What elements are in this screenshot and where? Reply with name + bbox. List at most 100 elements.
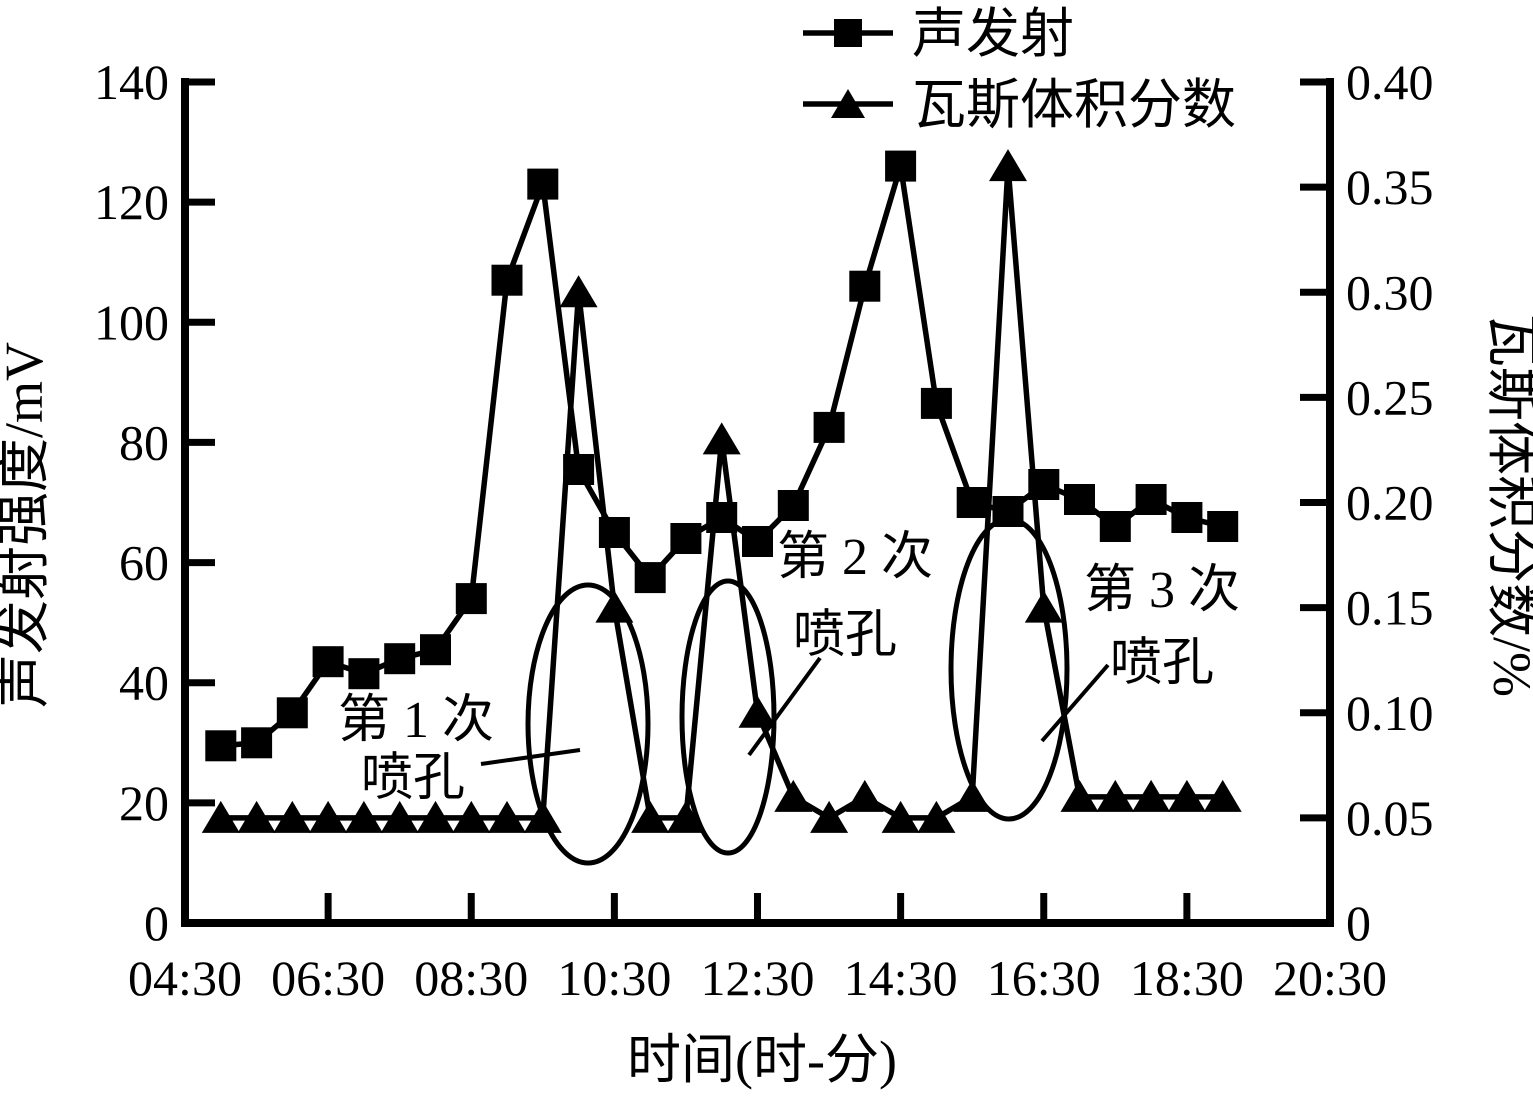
y-right-tick-label: 0.10 <box>1346 685 1434 741</box>
y-right-tick-label: 0.40 <box>1346 54 1434 110</box>
marker-triangle <box>595 590 634 623</box>
marker-triangle <box>1060 779 1099 812</box>
x-tick-label: 14:30 <box>844 950 958 1006</box>
y-left-tick-label: 0 <box>144 895 169 951</box>
marker-triangle <box>559 275 598 308</box>
marker-triangle <box>845 779 884 812</box>
legend-square-marker-icon <box>834 19 862 47</box>
marker-square <box>241 727 273 759</box>
y-left-tick-label: 100 <box>94 294 169 350</box>
y-right-tick-label: 0.30 <box>1346 264 1434 320</box>
y-left-tick-label: 120 <box>94 174 169 230</box>
marker-triangle <box>953 779 992 812</box>
marker-triangle <box>488 800 526 833</box>
x-tick-label: 06:30 <box>271 950 385 1006</box>
x-tick-label: 04:30 <box>128 950 242 1006</box>
marker-square <box>384 643 416 675</box>
y-left-tick-label: 80 <box>119 414 169 470</box>
marker-triangle <box>1132 779 1171 812</box>
marker-triangle <box>416 800 455 833</box>
marker-square <box>992 496 1024 527</box>
marker-triangle <box>380 800 419 833</box>
marker-square <box>491 264 523 296</box>
y-right-axis-title: 瓦斯体积分数/% <box>1482 313 1533 697</box>
marker-square <box>455 583 487 615</box>
marker-triangle <box>273 800 312 833</box>
y-left-tick-label: 40 <box>119 655 169 711</box>
x-tick-label: 10:30 <box>557 950 671 1006</box>
marker-triangle <box>989 149 1027 182</box>
blowout-ellipse-2 <box>679 578 777 856</box>
x-tick-label: 16:30 <box>987 950 1101 1006</box>
y-right-tick-label: 0.05 <box>1346 790 1434 846</box>
legend-label-gas: 瓦斯体积分数 <box>912 75 1236 135</box>
x-tick-label: 20:30 <box>1273 950 1387 1006</box>
annotation-1-line-1: 第 1 次 <box>338 692 494 749</box>
annotation-3-line-1: 第 3 次 <box>1084 562 1240 619</box>
y-right-tick-label: 0.35 <box>1346 159 1434 215</box>
marker-square <box>670 523 702 554</box>
y-left-axis-title: 声发射强度/mV <box>0 342 54 708</box>
x-tick-label: 12:30 <box>701 950 815 1006</box>
marker-square <box>420 634 451 666</box>
marker-triangle <box>881 800 920 833</box>
annotation-2-line-1: 第 2 次 <box>777 529 933 586</box>
marker-triangle <box>523 800 562 833</box>
annotation-1-line-2: 喷孔 <box>361 750 465 807</box>
marker-square <box>849 270 881 302</box>
marker-triangle <box>702 422 741 455</box>
marker-triangle <box>1024 590 1063 623</box>
legend-triangle-marker-icon <box>831 89 865 118</box>
blowout-ellipse-3 <box>948 516 1070 822</box>
y-left-tick-label: 140 <box>94 54 169 110</box>
marker-square <box>1099 511 1131 542</box>
marker-triangle <box>201 800 240 833</box>
marker-triangle <box>774 779 813 812</box>
annotation-2-line-2: 喷孔 <box>793 607 897 664</box>
marker-triangle <box>452 800 491 833</box>
marker-square <box>205 730 237 762</box>
marker-square <box>813 411 845 443</box>
blowout-ellipse-1 <box>525 582 651 866</box>
marker-triangle <box>810 800 849 833</box>
y-left-tick-label: 60 <box>119 535 169 591</box>
marker-triangle <box>309 800 348 833</box>
marker-square <box>527 168 559 200</box>
marker-triangle <box>1096 779 1135 812</box>
marker-triangle <box>1167 779 1206 812</box>
marker-square <box>885 150 917 182</box>
marker-square <box>1135 484 1167 515</box>
marker-square <box>634 562 666 594</box>
marker-triangle <box>738 695 777 728</box>
y-right-tick-label: 0.15 <box>1346 580 1434 636</box>
annotation-labels: 第 1 次 喷孔 第 2 次 喷孔 第 3 次 喷孔 <box>338 529 1240 807</box>
blowout-leader-2 <box>747 656 822 757</box>
marker-square <box>312 646 344 678</box>
marker-square <box>1064 484 1095 515</box>
marker-square <box>1171 502 1203 533</box>
legend-label-acoustic: 声发射 <box>912 4 1074 64</box>
marker-square <box>742 526 773 557</box>
legend: 声发射 瓦斯体积分数 <box>803 4 1236 135</box>
marker-square <box>920 387 952 419</box>
marker-triangle <box>344 800 383 833</box>
x-tick-label: 08:30 <box>414 950 528 1006</box>
marker-square <box>777 490 809 521</box>
marker-triangle <box>237 800 276 833</box>
marker-square <box>276 697 308 729</box>
x-axis-title: 时间(时-分) <box>627 1030 897 1090</box>
x-tick-label: 18:30 <box>1130 950 1244 1006</box>
marker-square <box>1207 511 1239 542</box>
marker-triangle <box>917 800 956 833</box>
marker-triangle <box>1203 779 1242 812</box>
y-right-tick-label: 0.25 <box>1346 369 1434 425</box>
y-right-tick-label: 0 <box>1346 895 1371 951</box>
marker-triangle <box>666 800 705 833</box>
blowout-leader-1 <box>480 748 581 766</box>
y-right-tick-label: 0.20 <box>1346 475 1434 531</box>
y-left-tick-label: 20 <box>119 775 169 831</box>
marker-square <box>956 487 988 518</box>
marker-triangle <box>631 800 670 833</box>
